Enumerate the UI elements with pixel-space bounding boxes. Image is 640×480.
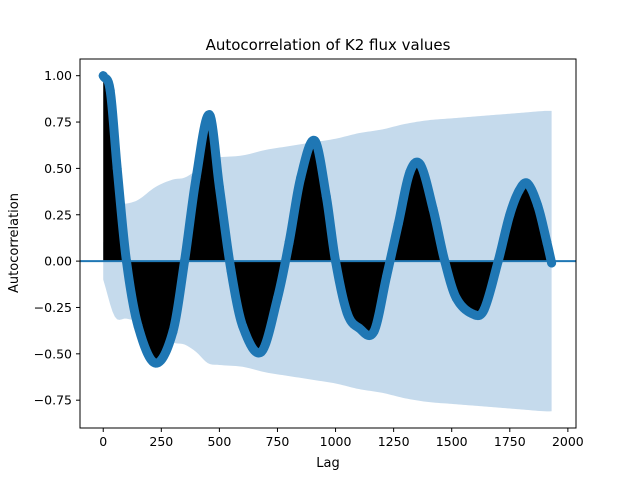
data-point [121, 256, 131, 266]
data-point [382, 271, 392, 281]
data-point [168, 327, 178, 337]
x-tick-label: 1750 [494, 434, 526, 449]
data-point [98, 71, 108, 81]
data-point [440, 256, 450, 266]
data-point [296, 173, 306, 183]
x-tick-label: 2000 [552, 434, 584, 449]
data-point [331, 256, 341, 266]
chart-title: Autocorrelation of K2 flux values [206, 36, 451, 54]
y-tick-label: −0.75 [34, 393, 72, 408]
ticks-layer: 0 250 500 750 1000 1250 1500 1750 2000 1.00 0.75 0.… [34, 68, 584, 449]
data-point [238, 321, 248, 331]
data-point [470, 310, 480, 320]
data-point [428, 204, 438, 214]
data-point [284, 238, 294, 248]
data-point [180, 256, 190, 266]
data-point [542, 238, 552, 248]
data-point [522, 178, 532, 188]
data-point [393, 219, 403, 229]
y-tick-label: 0.00 [44, 254, 72, 269]
x-axis-label: Lag [316, 456, 339, 471]
x-tick-label: 0 [99, 434, 107, 449]
y-axis-label: Autocorrelation [7, 193, 22, 293]
data-point [214, 182, 224, 192]
data-point [112, 163, 122, 173]
data-point [514, 186, 524, 196]
series-layer [98, 71, 557, 368]
y-tick-label: 0.25 [44, 207, 72, 222]
data-point [133, 321, 143, 331]
data-point [369, 327, 379, 337]
data-point [321, 191, 331, 201]
y-tick-label: 0.50 [44, 161, 72, 176]
data-point [272, 293, 282, 303]
data-point [310, 136, 320, 146]
data-point [547, 258, 557, 268]
data-point [533, 200, 543, 210]
axes-layer [79, 58, 577, 429]
axes-frame [79, 58, 577, 429]
data-point [354, 323, 364, 333]
data-point [451, 293, 461, 303]
data-point [105, 86, 115, 96]
y-tick-label: −0.25 [34, 300, 72, 315]
data-point [415, 160, 425, 170]
x-tick-label: 500 [207, 434, 231, 449]
data-point [505, 210, 515, 220]
data-point [226, 265, 236, 275]
data-point [191, 173, 201, 183]
data-point [204, 110, 214, 120]
data-point [405, 167, 415, 177]
x-tick-label: 1500 [436, 434, 468, 449]
data-point [479, 304, 489, 314]
data-point [493, 256, 503, 266]
y-tick-label: 1.00 [44, 68, 72, 83]
x-tick-label: 1250 [378, 434, 410, 449]
y-tick-label: 0.75 [44, 115, 72, 130]
data-point [151, 358, 161, 368]
x-tick-label: 1000 [320, 434, 352, 449]
data-point [256, 347, 266, 357]
x-tick-label: 250 [149, 434, 173, 449]
data-point [342, 308, 352, 318]
y-tick-label: −0.50 [34, 346, 72, 361]
x-tick-label: 750 [266, 434, 290, 449]
